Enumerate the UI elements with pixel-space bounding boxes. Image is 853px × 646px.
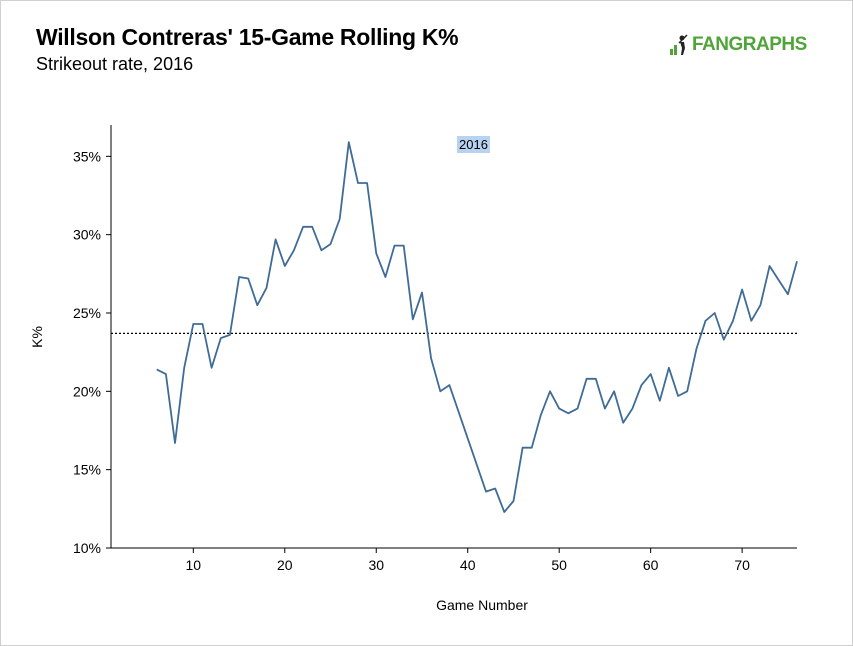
x-tick-label: 60	[643, 557, 659, 573]
x-tick-label: 70	[734, 557, 750, 573]
y-tick-label: 30%	[73, 227, 101, 243]
batter-icon	[670, 34, 688, 55]
y-tick-label: 35%	[73, 148, 101, 164]
x-axis-label: Game Number	[436, 597, 528, 613]
chart-title: Willson Contreras' 15-Game Rolling K%	[36, 24, 459, 50]
y-axis-label: K%	[29, 326, 45, 348]
series-points	[157, 142, 797, 512]
y-tick-label: 15%	[73, 462, 101, 478]
axes	[110, 125, 797, 549]
series-line-2016	[156, 141, 798, 513]
y-tick-label: 20%	[73, 383, 101, 399]
ticks: 10 20 30 40 50 60 70 10% 15% 20% 25% 30% 35%	[73, 148, 750, 573]
fangraphs-logo: FANGRAPHS	[668, 34, 807, 56]
x-tick-label: 40	[460, 557, 476, 573]
chart-subtitle: Strikeout rate, 2016	[36, 54, 194, 74]
logo-text: FANGRAPHS	[692, 34, 807, 55]
x-tick-label: 30	[368, 557, 384, 573]
x-tick-label: 20	[277, 557, 293, 573]
x-tick-label: 50	[551, 557, 567, 573]
y-tick-label: 10%	[73, 540, 101, 556]
legend-label-2016: 2016	[457, 136, 490, 153]
y-tick-label: 25%	[73, 305, 101, 321]
x-tick-label: 10	[186, 557, 202, 573]
